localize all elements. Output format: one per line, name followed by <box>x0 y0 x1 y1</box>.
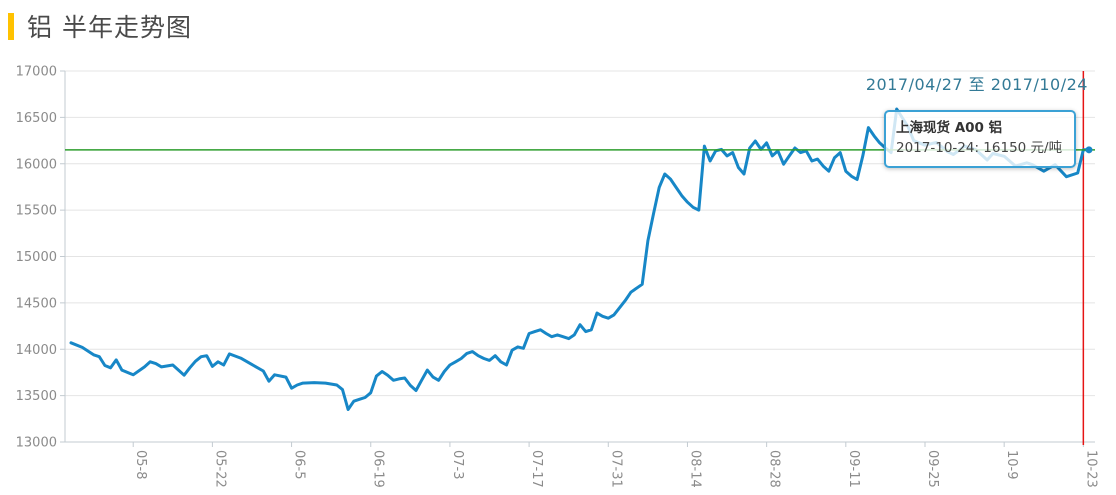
x-tick-label: 05-8 <box>133 450 148 480</box>
tooltip-series-name: 上海现货 A00 铝 <box>896 120 1003 136</box>
x-tick-label: 10-9 <box>1004 450 1019 480</box>
x-tick-label: 09-25 <box>925 450 940 488</box>
x-tick-label: 06-5 <box>292 450 307 480</box>
y-tick-label: 16500 <box>16 111 57 126</box>
chart-header: 铝 半年走势图 <box>8 8 192 44</box>
date-range-label: 2017/04/27 至 2017/10/24 <box>865 75 1088 94</box>
x-tick-label: 06-19 <box>371 450 386 488</box>
y-tick-label: 13500 <box>16 389 57 404</box>
y-tick-label: 14000 <box>16 343 57 358</box>
y-tick-label: 17000 <box>16 65 57 80</box>
x-tick-label: 07-3 <box>450 450 465 480</box>
x-tick-label: 08-14 <box>687 450 702 488</box>
x-tick-label: 05-22 <box>212 450 227 488</box>
title-accent-bar <box>8 12 14 40</box>
x-tick-label: 09-11 <box>846 450 861 488</box>
y-tick-label: 16000 <box>16 157 57 172</box>
x-tick-label: 07-17 <box>529 450 544 488</box>
last-point-dot <box>1085 146 1093 154</box>
x-tick-label: 08-28 <box>767 450 782 488</box>
x-tick-label: 07-31 <box>608 450 623 488</box>
page-title: 铝 半年走势图 <box>27 13 192 42</box>
y-tick-label: 14500 <box>16 296 57 311</box>
x-tick-label: 10-23 <box>1083 450 1098 488</box>
price-line <box>69 107 1091 411</box>
y-tick-label: 15000 <box>16 250 57 265</box>
chart-tooltip: 上海现货 A00 铝 2017-10-24: 16150 元/吨 <box>884 110 1076 168</box>
y-tick-label: 15500 <box>16 204 57 219</box>
tooltip-value: 2017-10-24: 16150 元/吨 <box>896 140 1063 157</box>
y-tick-label: 13000 <box>16 436 57 451</box>
